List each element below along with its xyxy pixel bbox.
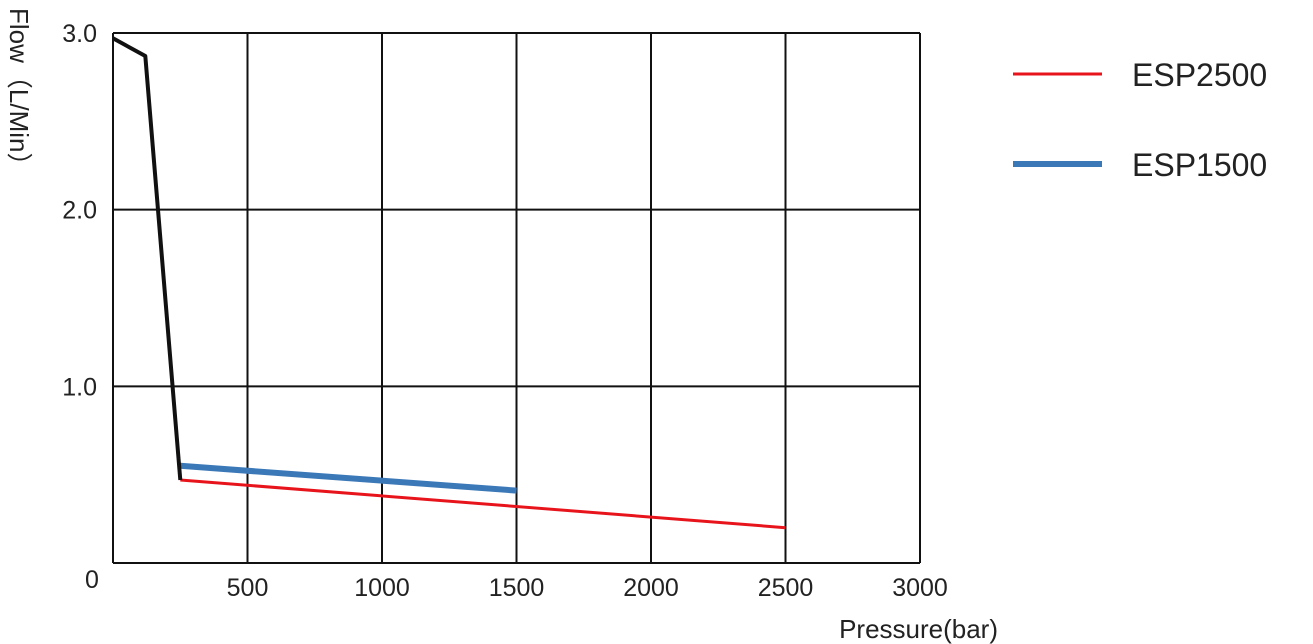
y-tick-label: 2.0 xyxy=(62,197,97,225)
y-axis-title: Flow（L/Min） xyxy=(4,8,34,178)
series-line-esp1500 xyxy=(180,462,517,494)
x-tick-label: 3000 xyxy=(892,574,948,602)
legend-label-esp2500: ESP2500 xyxy=(1132,57,1267,93)
grid-lines xyxy=(113,32,921,563)
x-tick-label: 1000 xyxy=(354,574,410,602)
x-tick-label: 2500 xyxy=(758,574,814,602)
y-tick-label: 3.0 xyxy=(62,20,97,48)
y-tick-label: 1.0 xyxy=(62,373,97,401)
x-tick-labels: 500 1000 1500 2000 2500 3000 xyxy=(227,574,948,602)
x-tick-label: 1500 xyxy=(489,574,545,602)
series-line-esp2500 xyxy=(180,478,786,530)
legend: ESP2500 ESP1500 xyxy=(1013,57,1267,183)
series-lines xyxy=(112,36,786,530)
legend-label-esp1500: ESP1500 xyxy=(1132,147,1267,183)
series-line-initial-drop xyxy=(112,36,183,481)
x-axis-title: Pressure(bar) xyxy=(839,614,998,644)
origin-label: 0 xyxy=(85,566,99,594)
x-tick-label: 2000 xyxy=(623,574,679,602)
y-tick-labels: 3.0 2.0 1.0 xyxy=(62,20,97,401)
x-tick-label: 500 xyxy=(227,574,269,602)
plot-frame xyxy=(112,33,920,564)
